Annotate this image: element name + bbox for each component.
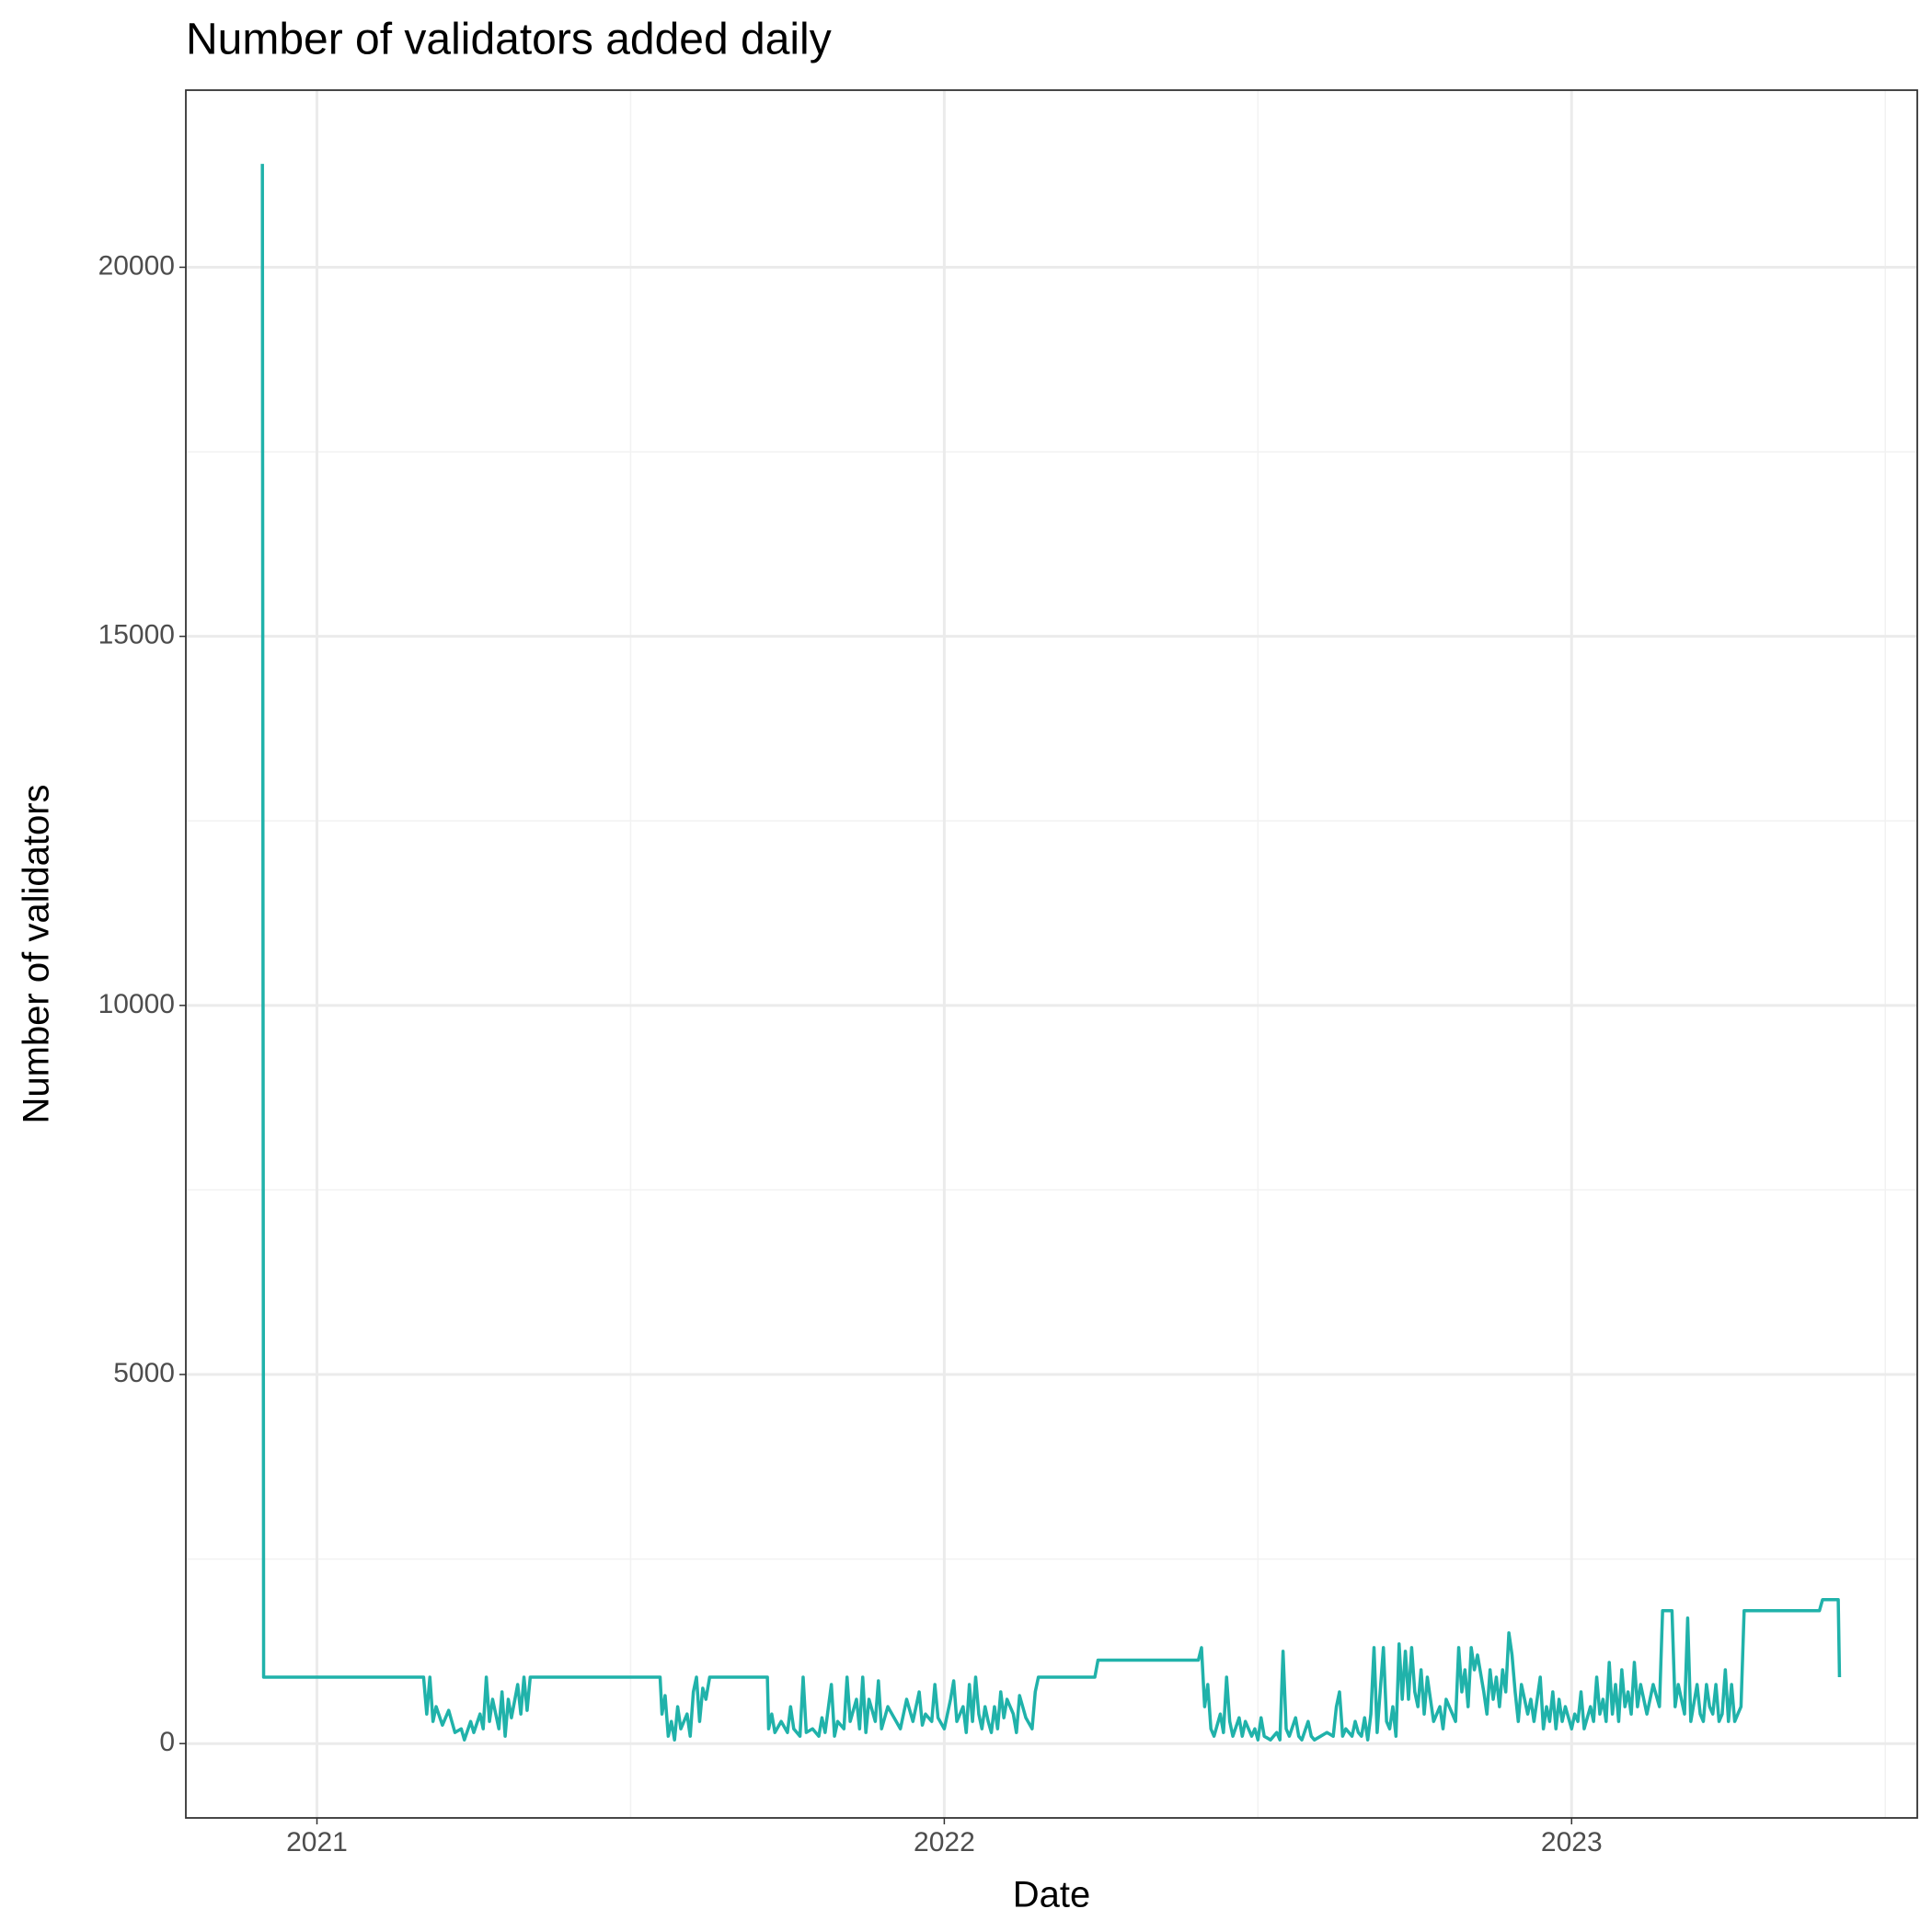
x-tick-label: 2021: [286, 1827, 348, 1857]
y-axis-title: Number of validators: [17, 784, 57, 1123]
chart-title: Number of validators added daily: [186, 16, 832, 64]
y-tick-label: 0: [159, 1727, 175, 1757]
data-line: [260, 164, 1842, 1742]
x-axis-title: Date: [1013, 1875, 1091, 1915]
y-tick-label: 15000: [98, 620, 175, 650]
y-tick-label: 10000: [98, 989, 175, 1019]
y-tick-label: 20000: [98, 250, 175, 281]
panel-border: [185, 89, 1918, 1819]
x-tick-label: 2023: [1541, 1827, 1603, 1857]
y-tick-label: 5000: [113, 1358, 175, 1388]
x-tick-label: 2022: [914, 1827, 975, 1857]
